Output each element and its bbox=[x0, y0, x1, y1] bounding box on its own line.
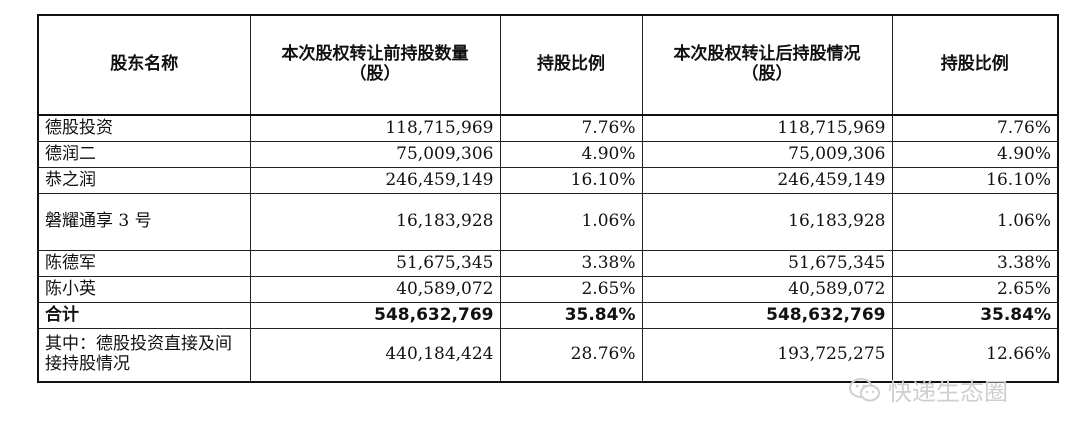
cell-ratio-after: 1.06% bbox=[891, 193, 1059, 251]
table-row: 陈德军 51,675,345 3.38% 51,675,345 3.38% bbox=[37, 250, 1059, 277]
cell-shares-before: 16,183,928 bbox=[249, 193, 501, 251]
watermark: 快递生态圈 bbox=[848, 372, 1008, 407]
table-row: 德股投资 118,715,969 7.76% 118,715,969 7.76% bbox=[37, 114, 1059, 142]
cell-shares-before: 118,715,969 bbox=[249, 114, 501, 142]
cell-note-ratio-after: 12.66% bbox=[891, 328, 1059, 383]
cell-total-label: 合计 bbox=[37, 302, 251, 329]
cell-shares-after: 51,675,345 bbox=[641, 250, 893, 277]
cell-ratio-before: 4.90% bbox=[499, 141, 643, 168]
table-row: 恭之润 246,459,149 16.10% 246,459,149 16.10… bbox=[37, 167, 1059, 194]
cell-ratio-before: 7.76% bbox=[499, 114, 643, 142]
table-header-row: 股东名称 本次股权转让前持股数量（股） 持股比例 本次股权转让后持股情况（股） … bbox=[37, 14, 1059, 116]
cell-note-before: 440,184,424 bbox=[249, 328, 501, 383]
header-shares-before: 本次股权转让前持股数量（股） bbox=[249, 14, 501, 116]
header-shareholder-name: 股东名称 bbox=[37, 14, 251, 116]
cell-name: 陈德军 bbox=[37, 250, 251, 277]
cell-ratio-after: 2.65% bbox=[891, 276, 1059, 303]
note-row: 其中：德股投资直接及间接持股情况 440,184,424 28.76% 193,… bbox=[37, 328, 1059, 383]
cell-total-ratio-after: 35.84% bbox=[891, 302, 1059, 329]
header-ratio-after: 持股比例 bbox=[891, 14, 1059, 116]
cell-shares-after: 246,459,149 bbox=[641, 167, 893, 194]
cell-ratio-before: 2.65% bbox=[499, 276, 643, 303]
table-row: 陈小英 40,589,072 2.65% 40,589,072 2.65% bbox=[37, 276, 1059, 303]
cell-note-ratio-before: 28.76% bbox=[499, 328, 643, 383]
cell-ratio-before: 3.38% bbox=[499, 250, 643, 277]
cell-ratio-after: 3.38% bbox=[891, 250, 1059, 277]
cell-total-after: 548,632,769 bbox=[641, 302, 893, 329]
cell-shares-after: 75,009,306 bbox=[641, 141, 893, 168]
cell-name: 恭之润 bbox=[37, 167, 251, 194]
cell-ratio-after: 7.76% bbox=[891, 114, 1059, 142]
cell-shares-before: 51,675,345 bbox=[249, 250, 501, 277]
watermark-text: 快递生态圈 bbox=[888, 378, 1008, 406]
cell-name: 德股投资 bbox=[37, 114, 251, 142]
cell-shares-before: 75,009,306 bbox=[249, 141, 501, 168]
cell-shares-before: 246,459,149 bbox=[249, 167, 501, 194]
table-row: 磐耀通享 3 号 16,183,928 1.06% 16,183,928 1.0… bbox=[37, 193, 1059, 251]
cell-shares-after: 16,183,928 bbox=[641, 193, 893, 251]
cell-ratio-before: 16.10% bbox=[499, 167, 643, 194]
cell-note-after: 193,725,275 bbox=[641, 328, 893, 383]
cell-total-before: 548,632,769 bbox=[249, 302, 501, 329]
table-row: 德润二 75,009,306 4.90% 75,009,306 4.90% bbox=[37, 141, 1059, 168]
cell-ratio-after: 4.90% bbox=[891, 141, 1059, 168]
cell-name: 磐耀通享 3 号 bbox=[37, 193, 251, 251]
header-ratio-before: 持股比例 bbox=[499, 14, 643, 116]
cell-note-label: 其中：德股投资直接及间接持股情况 bbox=[37, 328, 251, 383]
cell-shares-after: 118,715,969 bbox=[641, 114, 893, 142]
header-shares-after: 本次股权转让后持股情况（股） bbox=[641, 14, 893, 116]
cell-shares-after: 40,589,072 bbox=[641, 276, 893, 303]
total-row: 合计 548,632,769 35.84% 548,632,769 35.84% bbox=[37, 302, 1059, 329]
wechat-icon bbox=[848, 377, 882, 403]
cell-total-ratio-before: 35.84% bbox=[499, 302, 643, 329]
cell-ratio-after: 16.10% bbox=[891, 167, 1059, 194]
cell-shares-before: 40,589,072 bbox=[249, 276, 501, 303]
cell-name: 陈小英 bbox=[37, 276, 251, 303]
cell-ratio-before: 1.06% bbox=[499, 193, 643, 251]
cell-name: 德润二 bbox=[37, 141, 251, 168]
shareholding-table: 股东名称 本次股权转让前持股数量（股） 持股比例 本次股权转让后持股情况（股） … bbox=[37, 14, 1059, 383]
